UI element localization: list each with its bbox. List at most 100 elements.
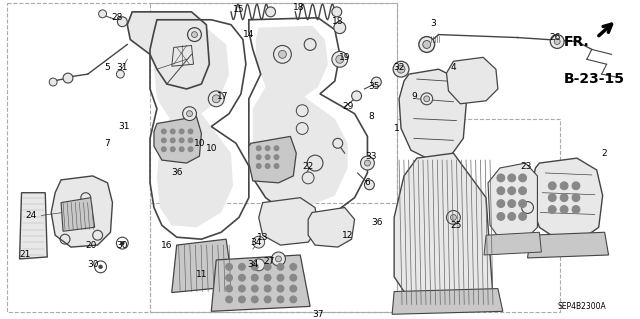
Circle shape: [572, 205, 580, 213]
Circle shape: [264, 296, 271, 303]
Circle shape: [351, 91, 362, 101]
Circle shape: [226, 274, 232, 281]
Bar: [397, 119, 560, 312]
Text: 9: 9: [411, 93, 417, 101]
Text: 18: 18: [332, 17, 344, 26]
Circle shape: [271, 252, 285, 266]
Circle shape: [278, 50, 286, 58]
Circle shape: [274, 164, 279, 168]
Circle shape: [191, 32, 198, 38]
Text: 31: 31: [116, 63, 128, 72]
Circle shape: [508, 174, 516, 182]
Polygon shape: [20, 193, 47, 259]
Circle shape: [364, 180, 374, 190]
Text: 16: 16: [161, 241, 173, 249]
Circle shape: [117, 17, 127, 27]
Circle shape: [265, 146, 270, 151]
Polygon shape: [253, 26, 348, 208]
Text: 21: 21: [20, 250, 31, 259]
Polygon shape: [394, 153, 493, 306]
Bar: [6, 3, 397, 312]
Circle shape: [188, 147, 193, 152]
Text: 15: 15: [233, 5, 244, 14]
Circle shape: [188, 28, 202, 41]
Circle shape: [302, 172, 314, 184]
Circle shape: [212, 95, 220, 103]
Circle shape: [518, 212, 527, 220]
Circle shape: [239, 285, 245, 292]
Text: 13: 13: [257, 233, 268, 242]
Circle shape: [332, 51, 348, 67]
Circle shape: [334, 22, 346, 33]
Text: 11: 11: [196, 270, 207, 279]
Circle shape: [161, 138, 166, 143]
Circle shape: [290, 274, 297, 281]
Circle shape: [554, 39, 560, 44]
Text: 10: 10: [194, 139, 205, 148]
Text: 27: 27: [263, 257, 275, 266]
Circle shape: [548, 194, 556, 202]
Circle shape: [252, 285, 258, 292]
Circle shape: [161, 129, 166, 134]
Circle shape: [99, 265, 102, 269]
Circle shape: [364, 160, 371, 166]
Circle shape: [290, 296, 297, 303]
Text: 8: 8: [369, 112, 374, 121]
Circle shape: [99, 10, 106, 18]
Polygon shape: [527, 232, 609, 258]
Circle shape: [264, 263, 271, 270]
Circle shape: [170, 147, 175, 152]
Circle shape: [508, 200, 516, 208]
Polygon shape: [154, 28, 233, 227]
Polygon shape: [392, 289, 503, 314]
Circle shape: [209, 91, 224, 107]
Circle shape: [423, 41, 431, 48]
Circle shape: [360, 156, 374, 170]
Circle shape: [371, 77, 381, 87]
Circle shape: [170, 129, 175, 134]
Bar: [150, 203, 397, 312]
Polygon shape: [249, 137, 296, 183]
Polygon shape: [447, 57, 498, 104]
Circle shape: [290, 285, 297, 292]
Text: 34: 34: [247, 260, 259, 269]
Text: 30: 30: [116, 241, 128, 249]
Text: 30: 30: [87, 260, 99, 269]
Text: 6: 6: [365, 178, 371, 187]
Text: 36: 36: [372, 218, 383, 227]
Circle shape: [187, 111, 193, 117]
Polygon shape: [61, 198, 95, 231]
Circle shape: [179, 129, 184, 134]
Circle shape: [550, 34, 564, 48]
Text: 33: 33: [365, 152, 377, 161]
Circle shape: [277, 274, 284, 281]
Circle shape: [290, 263, 297, 270]
Text: 10: 10: [205, 144, 217, 153]
Polygon shape: [51, 176, 113, 247]
Text: 14: 14: [243, 30, 255, 39]
Text: 19: 19: [339, 53, 351, 62]
Circle shape: [393, 61, 409, 77]
Circle shape: [265, 164, 270, 168]
Text: 1: 1: [394, 124, 400, 133]
Text: 23: 23: [520, 161, 531, 171]
Circle shape: [226, 263, 232, 270]
Circle shape: [274, 155, 279, 160]
Text: B-23-15: B-23-15: [563, 72, 624, 86]
Polygon shape: [488, 163, 538, 239]
Circle shape: [256, 155, 261, 160]
Circle shape: [276, 256, 282, 262]
Text: 34: 34: [250, 238, 262, 247]
Circle shape: [421, 93, 433, 105]
Text: 28: 28: [112, 13, 123, 22]
Circle shape: [265, 155, 270, 160]
Text: FR.: FR.: [564, 34, 590, 48]
Polygon shape: [259, 198, 318, 245]
Circle shape: [252, 296, 258, 303]
Circle shape: [277, 263, 284, 270]
Circle shape: [497, 212, 505, 220]
Circle shape: [497, 187, 505, 195]
Circle shape: [239, 296, 245, 303]
Circle shape: [170, 138, 175, 143]
Circle shape: [188, 138, 193, 143]
